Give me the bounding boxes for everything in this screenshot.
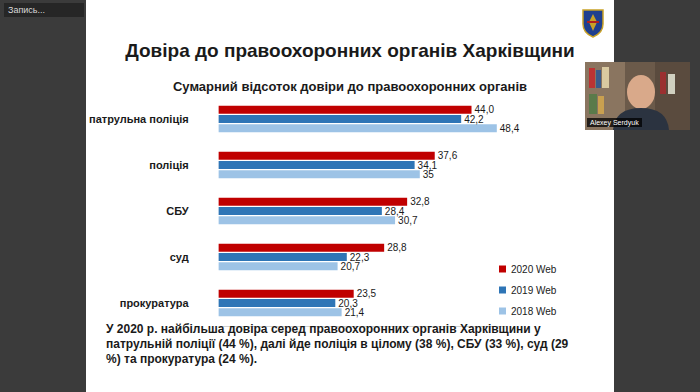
html-text:Сумарний відсоток довіри до пр: Сумарний відсоток довіри до правоохоронн… bbox=[173, 79, 527, 94]
html-text:У 2020 р. найбільша довіра сер: У 2020 р. найбільша довіра серед правоох… bbox=[106, 322, 569, 366]
svg-text:прокуратура: прокуратура bbox=[120, 297, 190, 309]
svg-text:28,4: 28,4 bbox=[384, 205, 405, 217]
svg-text:28,8: 28,8 bbox=[387, 242, 407, 253]
svg-text:22,3: 22,3 bbox=[349, 251, 370, 263]
svg-text:суд: суд bbox=[170, 251, 189, 263]
svg-text:35: 35 bbox=[423, 169, 435, 180]
html-text:Запись...: Запись... bbox=[8, 5, 45, 15]
svg-text:21,4: 21,4 bbox=[345, 307, 365, 318]
svg-text:30,7: 30,7 bbox=[398, 215, 418, 226]
svg-text:2019 Web: 2019 Web bbox=[511, 285, 557, 296]
svg-text:патрульна поліція: патрульна поліція bbox=[89, 113, 189, 125]
svg-text:44,0: 44,0 bbox=[474, 104, 494, 116]
svg-text:20,3: 20,3 bbox=[338, 297, 358, 309]
html-text:Alexey Serdyuk: Alexey Serdyuk bbox=[590, 119, 639, 126]
svg-text:23,5: 23,5 bbox=[357, 288, 377, 299]
svg-text:32,8: 32,8 bbox=[410, 196, 430, 207]
svg-text:34,1: 34,1 bbox=[417, 159, 438, 171]
svg-text:48,4: 48,4 bbox=[500, 123, 520, 134]
svg-text:поліція: поліція bbox=[149, 159, 188, 171]
svg-text:20,7: 20,7 bbox=[341, 261, 361, 272]
html-text:Довіра до правоохоронних орган: Довіра до правоохоронних органів Харківщ… bbox=[125, 40, 575, 61]
svg-text:СБУ: СБУ bbox=[166, 205, 189, 217]
svg-text:2018 Web: 2018 Web bbox=[511, 306, 557, 317]
svg-text:2020 Web: 2020 Web bbox=[511, 264, 557, 275]
svg-text:42,2: 42,2 bbox=[464, 114, 484, 125]
svg-text:37,6: 37,6 bbox=[438, 150, 458, 161]
